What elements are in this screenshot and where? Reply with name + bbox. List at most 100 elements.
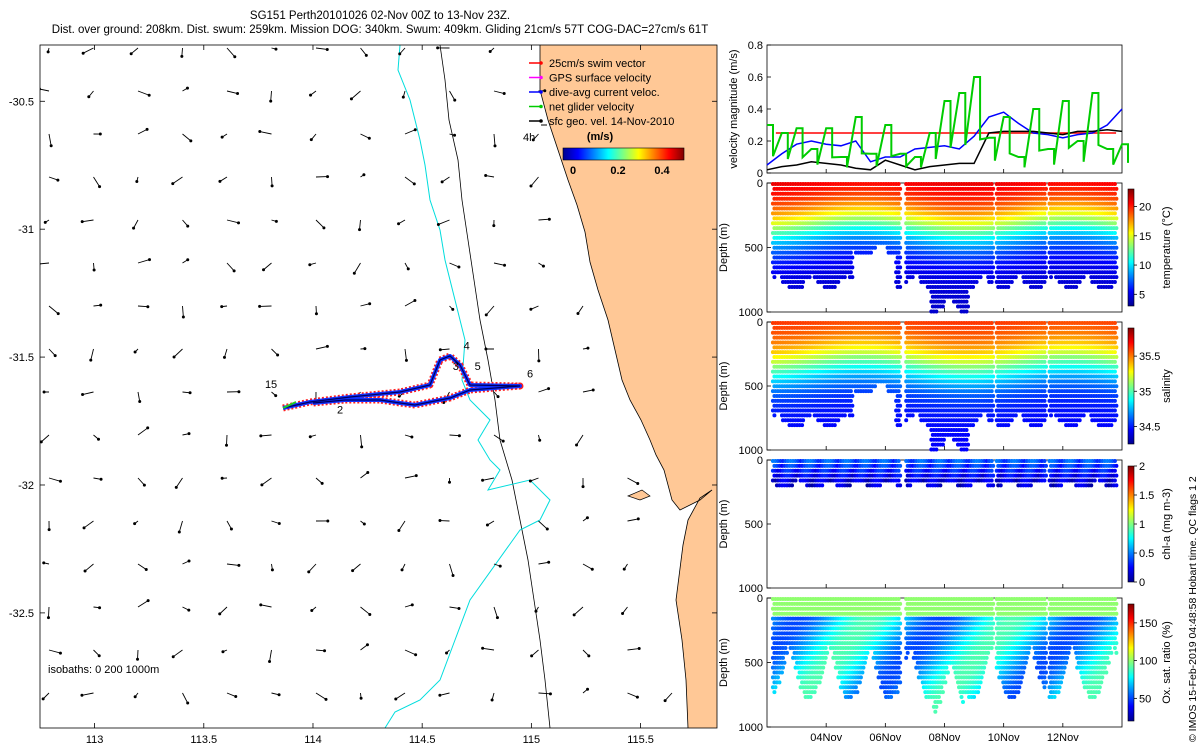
velocity-arrow-head <box>447 480 451 484</box>
velocity-arrow-head <box>187 608 191 612</box>
velocity-arrow-head <box>80 220 84 224</box>
velocity-arrow-head <box>401 95 405 99</box>
velocity-arrow-head <box>218 612 222 616</box>
arrow-scale-label: 4h <box>523 132 535 144</box>
velocity-arrow-head <box>545 527 549 531</box>
velocity-arrow-head <box>365 643 369 647</box>
velocity-arrow-head <box>135 180 139 184</box>
velocity-arrow-head <box>438 693 442 697</box>
velocity-arrow-head <box>537 359 541 363</box>
velocity-arrow-head <box>453 133 457 137</box>
velocity-arrow-head <box>406 267 410 271</box>
y-tick-label: -30.5 <box>9 96 34 108</box>
velocity-arrow-head <box>98 132 102 136</box>
x-tick-label: 114.5 <box>409 734 436 746</box>
y-tick-label: -31.5 <box>9 352 34 364</box>
velocity-arrow-head <box>146 305 150 309</box>
velocity-arrow-head <box>270 184 274 188</box>
velocity-arrow-head <box>363 347 367 351</box>
velocity-arrow-head <box>394 697 398 701</box>
velocity-arrow-head <box>309 138 313 142</box>
velocity-arrow-head <box>309 93 313 97</box>
waypoint-label: 6 <box>527 369 533 381</box>
velocity-arrow-head <box>543 89 547 93</box>
velocity-arrow-head <box>58 479 62 483</box>
legend-swatch-head <box>539 90 543 94</box>
velocity-arrow-head <box>528 479 532 483</box>
velocity-arrow-head <box>529 307 533 311</box>
velocity-arrow-head <box>174 485 178 489</box>
velocity-arrow-head <box>40 87 41 91</box>
velocity-arrow-head <box>325 47 329 51</box>
velocity-arrow-head <box>187 559 191 563</box>
velocity-arrow-head <box>49 144 53 148</box>
velocity-arrow-head <box>587 654 591 658</box>
velocity-arrow-head <box>237 563 241 567</box>
velocity-arrow-head <box>136 657 140 661</box>
velocity-arrow-head <box>222 355 226 359</box>
velocity-arrow-head <box>541 264 545 268</box>
velocity-arrow-head <box>185 86 189 90</box>
velocity-arrow-head <box>56 178 60 182</box>
velocity-arrow-head <box>98 185 102 189</box>
velocity-arrow-head <box>89 358 93 362</box>
velocity-arrow-head <box>438 348 442 352</box>
velocity-arrow-head <box>547 560 551 564</box>
velocity-arrow-head <box>268 660 272 664</box>
velocity-arrow-head <box>414 653 418 657</box>
velocity-arrow-head <box>635 695 639 699</box>
velocity-arrow-head <box>492 224 496 228</box>
velocity-arrow <box>48 606 50 618</box>
velocity-arrow-head <box>538 438 542 442</box>
velocity-arrow-head <box>585 516 589 520</box>
velocity-arrow-head <box>548 692 552 696</box>
velocity-arrow-head <box>277 522 281 525</box>
y-tick-label: -32.5 <box>9 608 34 620</box>
velocity-arrow-head <box>581 485 585 489</box>
velocity-arrow-head <box>326 519 330 523</box>
velocity-arrow-head <box>364 53 368 57</box>
legend-swatch-head <box>539 104 543 109</box>
velocity-arrow <box>226 434 228 446</box>
velocity-arrow-head <box>46 50 50 54</box>
velocity-arrow-head <box>224 443 228 447</box>
velocity-arrow-head <box>591 388 595 392</box>
velocity-arrow-head <box>56 312 60 316</box>
velocity-arrow-head <box>308 435 312 439</box>
velocity-arrow-head <box>498 564 502 568</box>
velocity-arrow-head <box>451 573 455 577</box>
velocity-arrow-head <box>42 390 46 394</box>
velocity-arrow-head <box>186 258 190 262</box>
velocity-arrow-head <box>367 136 371 140</box>
velocity-arrow-head <box>172 355 176 359</box>
velocity-arrow-head <box>83 569 87 573</box>
velocity-arrow-head <box>81 393 85 397</box>
velocity-arrow-head <box>576 311 580 315</box>
velocity-arrow-head <box>188 391 192 395</box>
velocity-arrow-head <box>180 54 184 58</box>
velocity-arrow-head <box>457 265 461 269</box>
velocity-arrow-head <box>258 130 262 134</box>
velocity-arrow-head <box>547 387 551 391</box>
velocity-arrow-head <box>132 226 136 230</box>
legend-swatch-head <box>539 119 543 123</box>
velocity-arrow-head <box>495 616 499 620</box>
velocity-arrow-head <box>484 313 488 317</box>
scale-tick: 0.4 <box>654 165 670 177</box>
velocity-arrow-head <box>276 353 280 357</box>
scale-tick: 0 <box>570 165 576 177</box>
velocity-arrow-head <box>621 611 625 615</box>
velocity-arrow-head <box>451 307 455 311</box>
velocity-arrow-head <box>233 55 237 59</box>
x-tick-label: 115 <box>523 734 541 746</box>
velocity-arrow-head <box>186 701 190 705</box>
velocity-arrow-head <box>220 476 224 480</box>
velocity-arrow-head <box>259 434 263 438</box>
velocity-arrow-head <box>177 530 181 534</box>
waypoint-label: 2 <box>337 404 343 416</box>
velocity-arrow-head <box>481 646 485 650</box>
velocity-arrow-head <box>234 695 238 699</box>
velocity-arrow-head <box>218 179 222 183</box>
velocity-arrow-head <box>413 128 417 132</box>
velocity-arrow-head <box>414 474 418 478</box>
